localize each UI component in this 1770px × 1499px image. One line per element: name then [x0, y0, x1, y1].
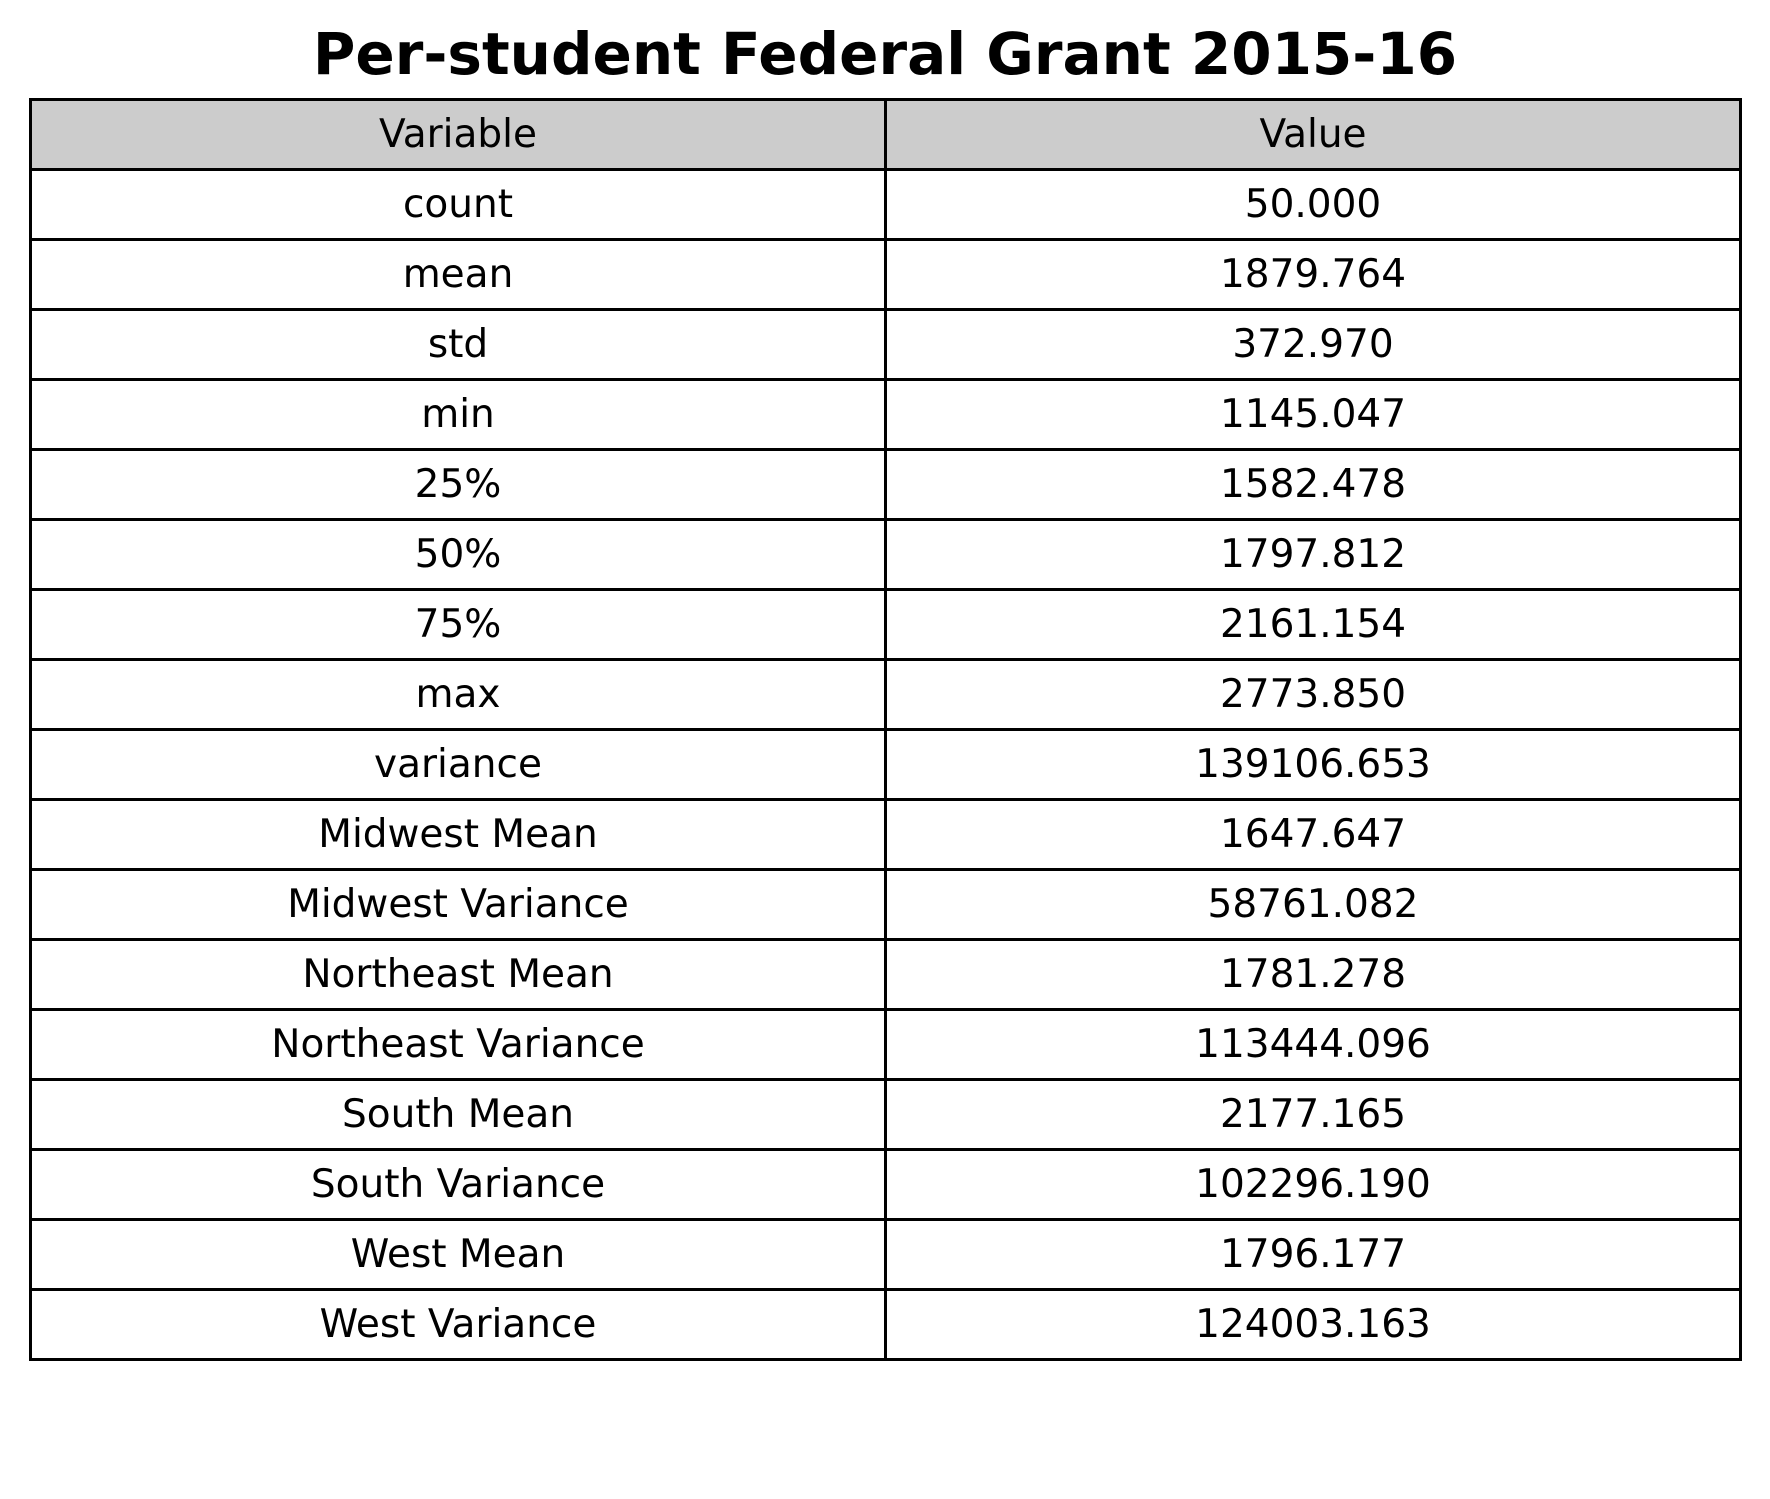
- value-cell: 1781.278: [884, 938, 1742, 1011]
- variable-cell: 25%: [29, 448, 887, 521]
- chart-title: Per-student Federal Grant 2015-16: [312, 20, 1458, 88]
- value-cell: 1145.047: [884, 378, 1742, 451]
- value-cell: 124003.163: [884, 1288, 1742, 1361]
- variable-cell: West Mean: [29, 1218, 887, 1291]
- variable-cell: Northeast Variance: [29, 1008, 887, 1081]
- value-cell: 2161.154: [884, 588, 1742, 661]
- value-cell: 372.970: [884, 308, 1742, 381]
- table-row: Midwest Variance 58761.082: [29, 868, 1742, 941]
- table-row: Midwest Mean 1647.647: [29, 798, 1742, 871]
- table-body: count 50.000 mean 1879.764 std 372.970 min 1145…: [29, 168, 1742, 1361]
- table-row: mean 1879.764: [29, 238, 1742, 311]
- table-row: 25% 1582.478: [29, 448, 1742, 521]
- variable-cell: Midwest Variance: [29, 868, 887, 941]
- variable-cell: count: [29, 168, 887, 241]
- variable-cell: South Mean: [29, 1078, 887, 1151]
- table-row: 50% 1797.812: [29, 518, 1742, 591]
- table-row: min 1145.047: [29, 378, 1742, 451]
- value-cell: 1582.478: [884, 448, 1742, 521]
- value-cell: 113444.096: [884, 1008, 1742, 1081]
- value-cell: 2773.850: [884, 658, 1742, 731]
- table-row: Northeast Variance 113444.096: [29, 1008, 1742, 1081]
- table-row: West Variance 124003.163: [29, 1288, 1742, 1361]
- table-row: std 372.970: [29, 308, 1742, 381]
- variable-cell: variance: [29, 728, 887, 801]
- variable-cell: max: [29, 658, 887, 731]
- header-row: Variable Value: [29, 98, 1742, 171]
- value-cell: 2177.165: [884, 1078, 1742, 1151]
- table-row: variance 139106.653: [29, 728, 1742, 801]
- variable-cell: mean: [29, 238, 887, 311]
- variable-cell: 75%: [29, 588, 887, 661]
- column-header-value: Value: [884, 98, 1742, 171]
- value-cell: 139106.653: [884, 728, 1742, 801]
- stats-table: Variable Value count 50.000 mean 1879.764 st…: [29, 98, 1742, 1361]
- table-row: count 50.000: [29, 168, 1742, 241]
- variable-cell: West Variance: [29, 1288, 887, 1361]
- column-header-variable: Variable: [29, 98, 887, 171]
- table-row: Northeast Mean 1781.278: [29, 938, 1742, 1011]
- value-cell: 58761.082: [884, 868, 1742, 941]
- variable-cell: 50%: [29, 518, 887, 591]
- variable-cell: South Variance: [29, 1148, 887, 1221]
- variable-cell: Northeast Mean: [29, 938, 887, 1011]
- value-cell: 1879.764: [884, 238, 1742, 311]
- table-row: South Variance 102296.190: [29, 1148, 1742, 1221]
- value-cell: 50.000: [884, 168, 1742, 241]
- table-row: West Mean 1796.177: [29, 1218, 1742, 1291]
- value-cell: 102296.190: [884, 1148, 1742, 1221]
- table-row: South Mean 2177.165: [29, 1078, 1742, 1151]
- variable-cell: min: [29, 378, 887, 451]
- variable-cell: Midwest Mean: [29, 798, 887, 871]
- table-row: 75% 2161.154: [29, 588, 1742, 661]
- value-cell: 1647.647: [884, 798, 1742, 871]
- variable-cell: std: [29, 308, 887, 381]
- value-cell: 1796.177: [884, 1218, 1742, 1291]
- value-cell: 1797.812: [884, 518, 1742, 591]
- table-row: max 2773.850: [29, 658, 1742, 731]
